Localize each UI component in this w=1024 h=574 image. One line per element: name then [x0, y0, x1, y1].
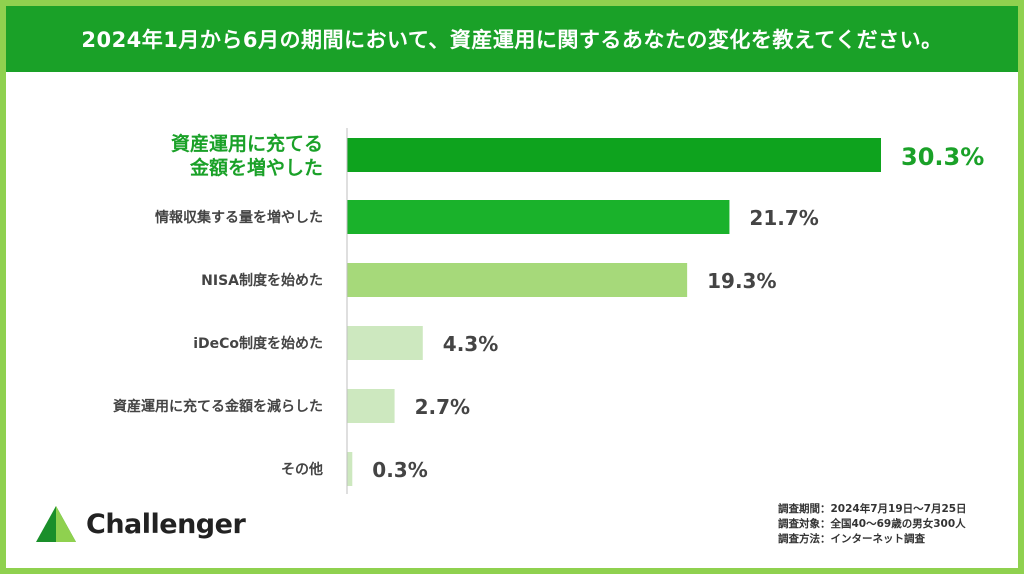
bar-2	[347, 200, 730, 234]
bar-3	[347, 263, 688, 297]
value-label-2: 21.7%	[749, 206, 818, 230]
value-label-5: 2.7%	[415, 395, 470, 419]
value-label-6: 0.3%	[372, 458, 427, 482]
category-label-1-line-2: 金額を増やした	[189, 156, 323, 179]
header-banner: 2024年1月から6月の期間において、資産運用に関するあなたの変化を教えてくださ…	[6, 6, 1018, 72]
survey-period: 調査期間：2024年7月19日～7月25日	[778, 503, 967, 515]
category-label-2: 情報収集する量を増やした	[155, 209, 323, 226]
category-label-6: その他	[281, 461, 323, 478]
value-label-3: 19.3%	[707, 269, 776, 293]
page-title: 2024年1月から6月の期間において、資産運用に関するあなたの変化を教えてくださ…	[81, 28, 943, 52]
challenger-logo-icon	[36, 506, 76, 542]
category-label-1-line-1: 資産運用に充てる	[171, 132, 323, 155]
survey-method: 調査方法：インターネット調査	[778, 533, 925, 545]
value-label-1: 30.3%	[901, 143, 984, 171]
brand-name: Challenger	[86, 508, 246, 540]
bar-1	[347, 138, 881, 172]
survey-info: 調査期間：2024年7月19日～7月25日 調査対象：全国40～69歳の男女30…	[778, 502, 967, 547]
bar-5	[347, 389, 395, 423]
category-label-4: iDeCo制度を始めた	[193, 335, 323, 352]
survey-target: 調査対象：全国40～69歳の男女300人	[778, 518, 966, 530]
bar-6	[347, 452, 353, 486]
category-label-3: NISA制度を始めた	[201, 272, 323, 289]
value-label-4: 4.3%	[443, 332, 498, 356]
brand-logo: Challenger	[36, 506, 246, 542]
category-label-5: 資産運用に充てる金額を減らした	[113, 398, 323, 415]
bar-4	[347, 326, 423, 360]
